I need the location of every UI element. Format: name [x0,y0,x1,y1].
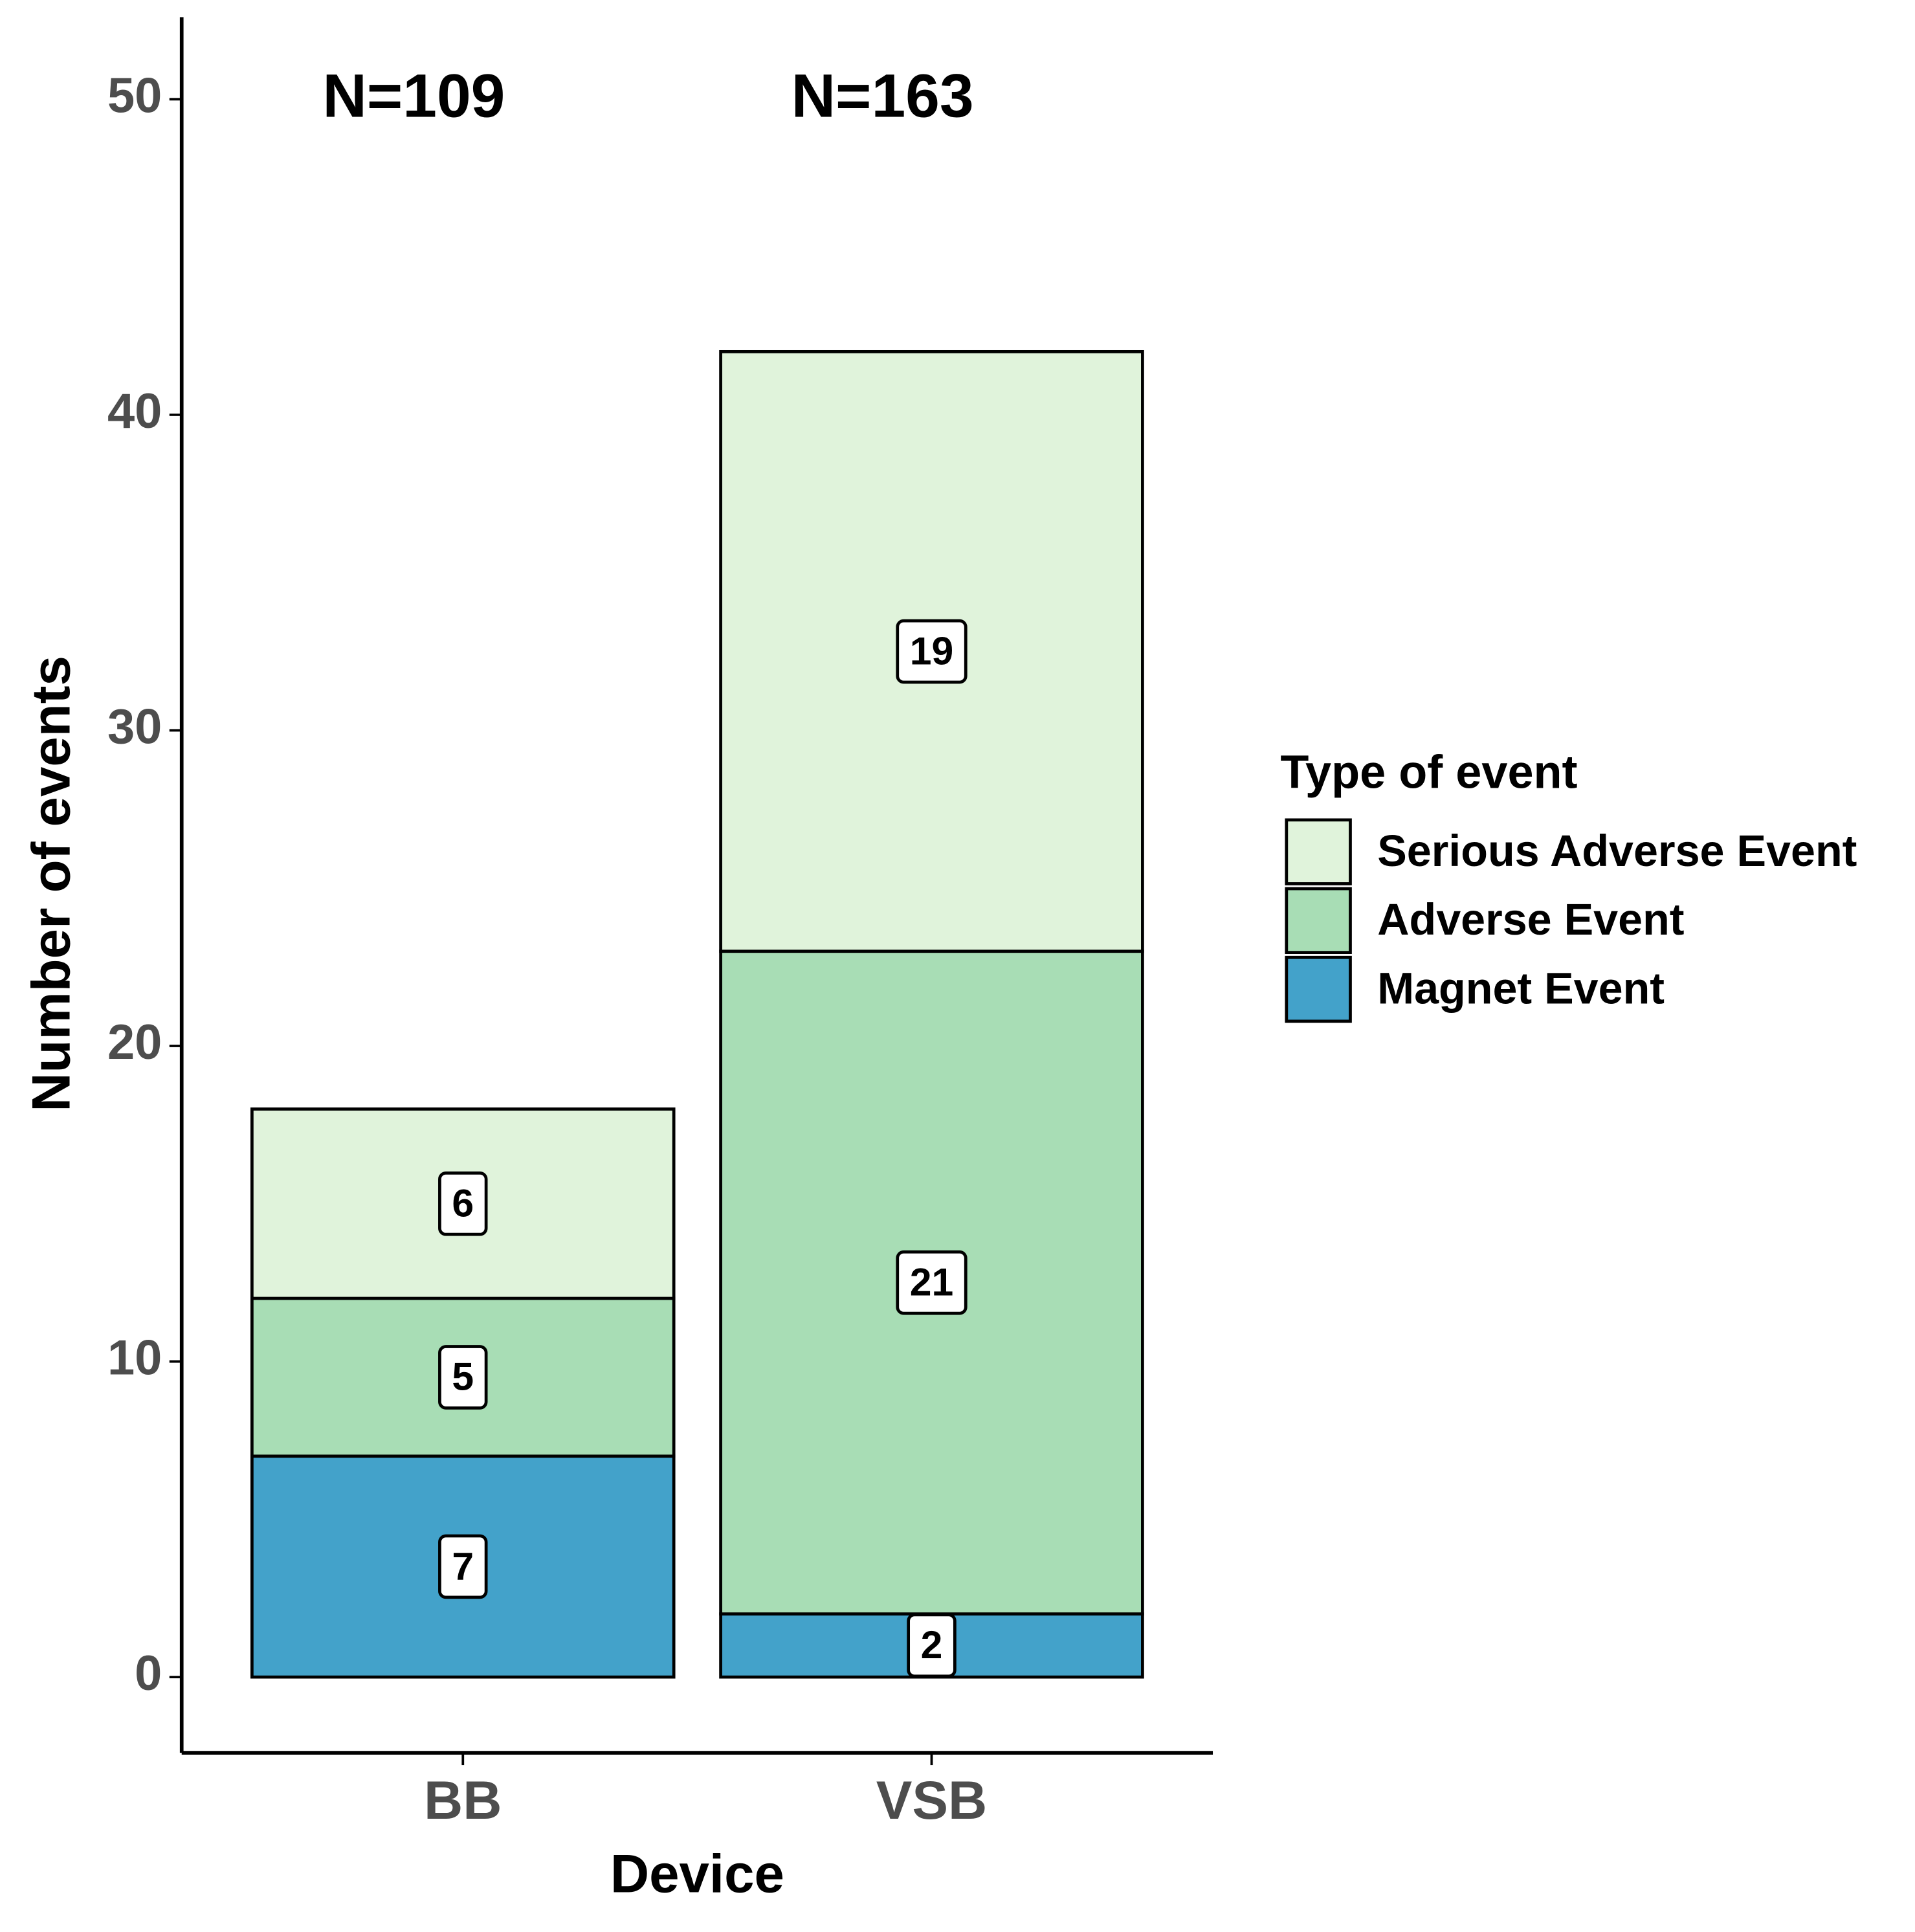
data-label-text: 6 [452,1181,474,1225]
data-label-box [896,619,968,684]
data-label: 2 [907,1613,957,1678]
legend-key [1285,887,1352,955]
y-tick-label: 50 [107,68,162,123]
data-label-box [438,1345,488,1410]
legend-label: Adverse Event [1377,895,1684,944]
data-label: 6 [438,1171,488,1236]
data-label: 19 [896,619,968,684]
data-label: 7 [438,1534,488,1599]
legend-key [1285,955,1352,1023]
data-label-text: 2 [921,1623,943,1667]
x-axis-title: Device [610,1843,784,1904]
legend-key [1285,818,1352,885]
y-tick-label: 40 [107,384,162,439]
data-label-text: 5 [452,1355,474,1399]
data-label-box [907,1613,957,1678]
data-label: 5 [438,1345,488,1410]
y-axis-title: Number of events [20,656,81,1112]
data-label-text: 7 [452,1544,474,1588]
bar-segment [250,1454,676,1679]
data-label-box [438,1171,488,1236]
x-tick-label: VSB [876,1770,988,1830]
legend-label: Serious Adverse Event [1377,827,1857,876]
data-label-text: 19 [910,628,954,672]
y-tick-label: 10 [107,1331,162,1386]
data-label-text: 21 [910,1260,954,1304]
x-tick-label: BB [424,1770,502,1830]
legend-title: Type of event [1280,747,1577,799]
y-tick-label: 30 [107,699,162,754]
data-label: 21 [896,1250,968,1315]
data-label-box [438,1534,488,1599]
annotation: N=109 [322,62,505,131]
data-label-box [896,1250,968,1315]
annotation: N=163 [791,62,974,131]
y-tick-label: 20 [107,1015,162,1070]
y-tick-label: 0 [135,1646,162,1701]
legend-label: Magnet Event [1377,964,1665,1013]
